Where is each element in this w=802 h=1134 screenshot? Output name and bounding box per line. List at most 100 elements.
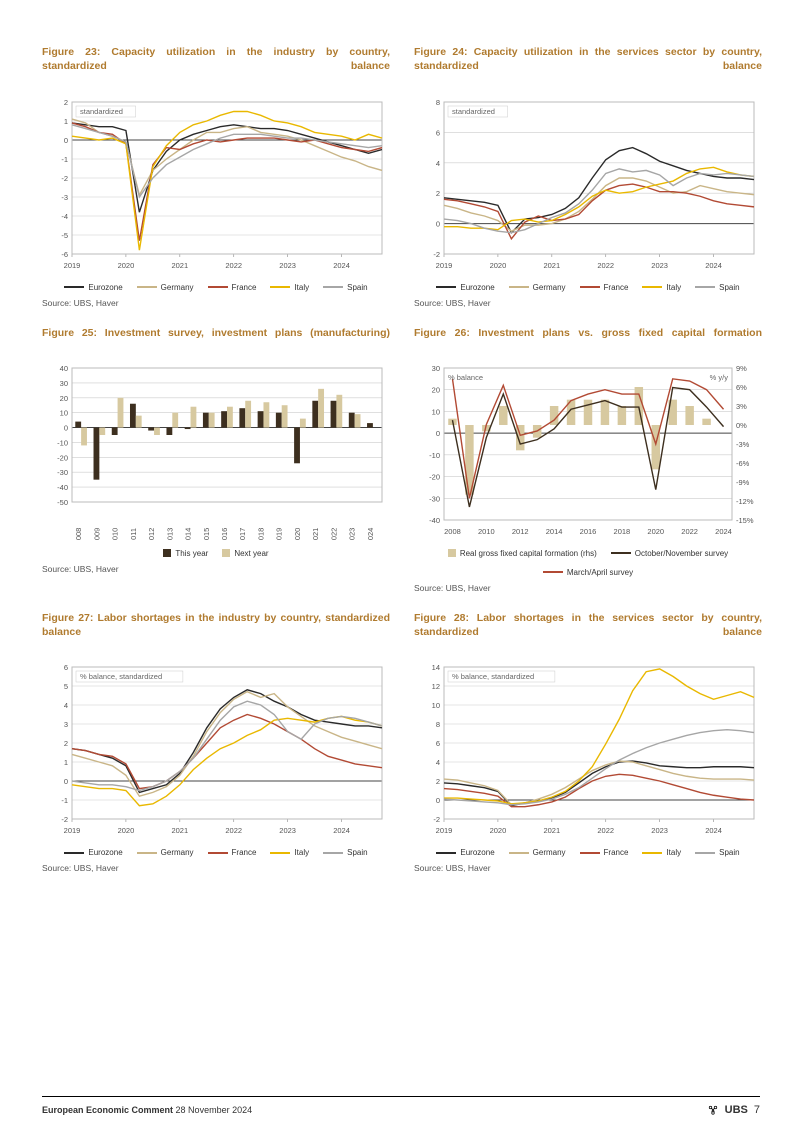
svg-text:2012: 2012 [512,527,529,536]
legend-item: Italy [270,283,309,292]
figure-27-source: Source: UBS, Haver [42,863,390,873]
svg-text:2024: 2024 [333,826,350,835]
legend-item: France [580,283,629,292]
svg-text:20: 20 [60,394,68,403]
svg-text:-50: -50 [57,498,68,507]
figure-27-legend: EurozoneGermanyFranceItalySpain [42,848,390,857]
svg-text:0: 0 [436,429,440,438]
figure-23-chart: -6-5-4-3-2-1012201920202021202220232024s… [42,94,390,292]
svg-text:6%: 6% [736,383,747,392]
legend-item: Italy [642,848,681,857]
svg-text:standardized: standardized [452,107,495,116]
legend-item: Germany [509,848,566,857]
svg-text:-3%: -3% [736,440,750,449]
legend-item: October/November survey [611,549,728,558]
legend-item: Eurozone [436,848,494,857]
svg-text:2: 2 [64,98,68,107]
svg-text:-2: -2 [433,250,440,259]
svg-text:2: 2 [64,739,68,748]
report-title: European Economic Comment [42,1105,173,1115]
svg-text:2020: 2020 [118,826,135,835]
svg-text:0: 0 [64,423,68,432]
svg-text:-1: -1 [61,796,68,805]
svg-text:2022: 2022 [329,528,338,540]
svg-text:-9%: -9% [736,478,750,487]
svg-text:1: 1 [64,758,68,767]
legend-item: Germany [509,283,566,292]
svg-text:2018: 2018 [614,527,631,536]
svg-text:2023: 2023 [348,528,357,540]
figure-25-chart: -50-40-30-20-100102030402008200920102011… [42,360,390,558]
figure-23-title: Figure 23: Capacity utilization in the i… [42,45,390,88]
figure-23-source: Source: UBS, Haver [42,298,390,308]
svg-text:-30: -30 [57,468,68,477]
svg-text:2019: 2019 [64,261,81,270]
svg-text:2012: 2012 [147,528,156,540]
legend-item: Spain [695,848,739,857]
svg-text:-20: -20 [429,472,440,481]
legend-item: Italy [642,283,681,292]
legend-item: Real gross fixed capital formation (rhs) [448,549,597,558]
legend-item: France [208,283,257,292]
svg-text:-2: -2 [61,815,68,824]
svg-text:2020: 2020 [293,528,302,540]
figure-28: Figure 28: Labor shortages in the servic… [414,611,762,874]
legend-item: France [580,848,629,857]
figure-27-chart: -2-10123456201920202021202220232024% bal… [42,659,390,857]
figure-26: Figure 26: Investment plans vs. gross fi… [414,326,762,593]
svg-text:2022: 2022 [597,261,614,270]
svg-text:% balance, standardized: % balance, standardized [452,672,534,681]
legend-item: Spain [323,848,367,857]
svg-text:10: 10 [432,701,440,710]
svg-text:2024: 2024 [715,527,732,536]
svg-text:2: 2 [436,189,440,198]
svg-text:6: 6 [436,128,440,137]
figure-23: Figure 23: Capacity utilization in the i… [42,45,390,308]
footer-left: European Economic Comment 28 November 20… [42,1105,252,1115]
page-footer: European Economic Comment 28 November 20… [42,1096,760,1116]
legend-item: Eurozone [64,283,122,292]
figure-28-chart: -202468101214201920202021202220232024% b… [414,659,762,857]
svg-text:0: 0 [436,219,440,228]
legend-item: Next year [222,549,268,558]
svg-text:% balance: % balance [448,373,483,382]
svg-text:2022: 2022 [681,527,698,536]
svg-text:2018: 2018 [256,528,265,540]
svg-text:standardized: standardized [80,107,123,116]
svg-text:2020: 2020 [490,261,507,270]
svg-text:-6%: -6% [736,459,750,468]
svg-text:-1: -1 [61,155,68,164]
svg-text:10: 10 [432,407,440,416]
svg-text:2019: 2019 [275,528,284,540]
legend-item: Germany [137,283,194,292]
svg-text:2021: 2021 [543,261,560,270]
svg-text:2: 2 [436,777,440,786]
figure-24-title: Figure 24: Capacity utilization in the s… [414,45,762,88]
svg-text:3: 3 [64,720,68,729]
svg-text:2024: 2024 [705,826,722,835]
svg-text:1: 1 [64,117,68,126]
svg-text:2016: 2016 [580,527,597,536]
svg-text:2010: 2010 [478,527,495,536]
legend-item: France [208,848,257,857]
svg-text:30: 30 [60,379,68,388]
svg-text:2020: 2020 [490,826,507,835]
svg-text:2015: 2015 [202,528,211,540]
svg-text:2019: 2019 [436,261,453,270]
svg-text:2017: 2017 [238,528,247,540]
svg-text:0: 0 [436,796,440,805]
svg-text:2019: 2019 [436,826,453,835]
svg-text:-4: -4 [61,212,68,221]
row-1: Figure 23: Capacity utilization in the i… [42,45,760,308]
svg-text:9%: 9% [736,364,747,373]
content-area: Figure 23: Capacity utilization in the i… [42,45,760,1096]
svg-text:-3: -3 [61,193,68,202]
svg-text:2014: 2014 [546,527,563,536]
legend-item: Italy [270,848,309,857]
svg-text:2023: 2023 [651,261,668,270]
svg-text:-15%: -15% [736,516,754,525]
svg-text:-2: -2 [61,174,68,183]
figure-28-title: Figure 28: Labor shortages in the servic… [414,611,762,654]
svg-text:-10: -10 [57,438,68,447]
svg-text:2019: 2019 [64,826,81,835]
